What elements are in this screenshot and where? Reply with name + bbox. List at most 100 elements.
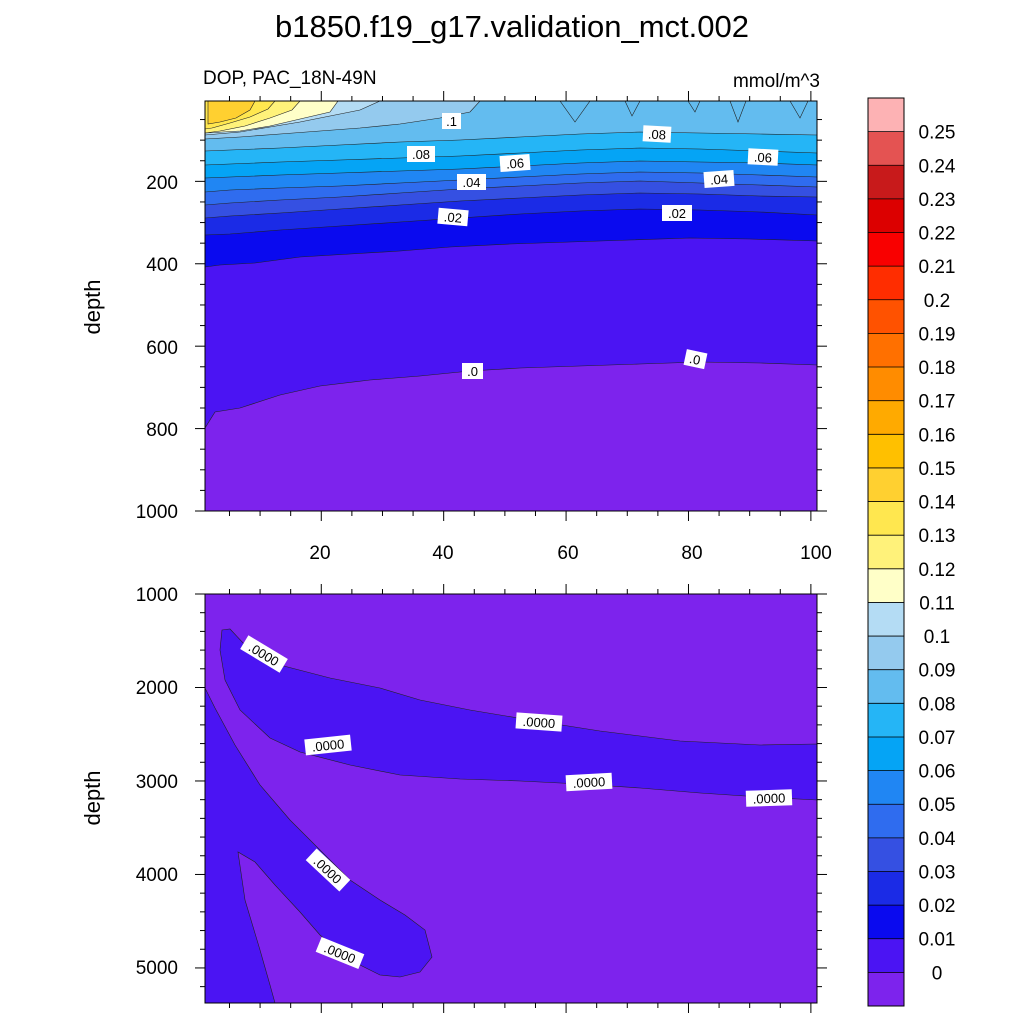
colorbar-label: 0.23 [919, 190, 956, 211]
colorbar-label: 0.16 [919, 425, 956, 446]
colorbar-swatch [868, 367, 904, 401]
contour-label-box [437, 207, 469, 227]
x-tick-label: 60 [557, 543, 578, 564]
contour-label-box [515, 712, 563, 732]
colorbar-swatch [868, 871, 904, 906]
top-panel: .1 .08 .08 .06 .06 .04 .04 .02 .02 .0 .0… [80, 91, 832, 564]
x-tick-label: 20 [309, 543, 330, 564]
contour-label: .06 [754, 150, 773, 166]
top-surface-contours [559, 101, 809, 123]
colorbar-label: 0.13 [919, 526, 956, 547]
contour-label: .0 [467, 364, 478, 379]
colorbar-label: 0.11 [919, 593, 955, 614]
contour-label: .06 [505, 155, 524, 171]
colorbar-swatch [868, 165, 904, 200]
colorbar-swatch [868, 669, 904, 704]
colorbar-label: 0 [932, 963, 943, 984]
colorbar-swatch [868, 770, 904, 805]
colorbar-label: 0.17 [919, 392, 956, 413]
colorbar-label: 0.09 [919, 661, 956, 682]
colorbar-swatch [868, 837, 904, 872]
contour-label-box [565, 772, 613, 792]
y-tick-label: 800 [146, 420, 178, 441]
colorbar-swatch [868, 131, 904, 166]
chart-title: b1850.f19_g17.validation_mct.002 [275, 9, 749, 44]
colorbar-swatch [868, 98, 904, 132]
y-axis-label: depth [80, 279, 105, 334]
colorbar-label: 0.07 [919, 728, 956, 749]
colorbar-label: 0.03 [919, 862, 956, 883]
y-tick-label: 200 [146, 173, 178, 194]
left-subtitle: DOP, PAC_18N-49N [203, 68, 377, 89]
top-axis-ticks [195, 91, 827, 521]
y-tick-label: 1000 [136, 502, 178, 523]
bottom-plot-frame [204, 593, 818, 1004]
colorbar-swatch [868, 602, 904, 637]
contour-label-box [745, 789, 793, 807]
y-tick-label: 1000 [136, 585, 178, 606]
colorbar-swatch [868, 266, 904, 301]
contour-label: .1 [446, 114, 457, 129]
contour-label: .08 [412, 147, 430, 162]
contour-label: .04 [462, 175, 480, 190]
colorbar-swatch [868, 434, 904, 469]
contour-label-box [642, 125, 672, 143]
contour-label: .0000 [311, 736, 345, 754]
contour-label-box [662, 205, 692, 221]
contour-label-box [457, 174, 486, 190]
y-tick-label: 400 [146, 255, 178, 276]
contour-label: .0000 [522, 714, 556, 731]
bottom-contour-fill [205, 594, 817, 1003]
contour-label-box [442, 113, 461, 129]
colorbar-label: 0.12 [919, 560, 956, 581]
colorbar-label: 0.05 [919, 795, 956, 816]
y-tick-label: 600 [146, 338, 178, 359]
colorbar-swatch [868, 400, 904, 435]
colorbar-swatch [868, 703, 904, 738]
colorbar-swatch [868, 568, 904, 603]
top-plot-frame [204, 100, 818, 512]
colorbar-swatch [868, 804, 904, 839]
bottom-band-background [205, 594, 817, 1003]
colorbar-swatch [868, 198, 904, 233]
contour-label-box [304, 734, 352, 756]
contour-label-box [499, 153, 531, 173]
contour-label-box [462, 363, 483, 379]
y-tick-label: 3000 [136, 772, 178, 793]
contour-label-box [407, 146, 435, 162]
colorbar-label: 0.19 [919, 324, 956, 345]
colorbar-label: 0.2 [924, 291, 950, 312]
colorbar-swatch [868, 299, 904, 334]
colorbar-swatch [868, 736, 904, 771]
colorbar-label: 0.1 [924, 627, 950, 648]
colorbar-swatch [868, 232, 904, 267]
x-tick-label: 100 [800, 543, 832, 564]
contour-label: .04 [709, 171, 728, 187]
x-tick-label: 80 [681, 543, 702, 564]
contour-label: .0000 [752, 790, 785, 806]
contour-label: .02 [443, 209, 462, 226]
contour-label-box [683, 349, 708, 370]
y-tick-label: 2000 [136, 678, 178, 699]
contour-label-box [315, 936, 365, 970]
bottom-panel: .0000 .0000 .0000 .0000 .0000 .0000 .000… [80, 584, 827, 1013]
contour-label: .0 [688, 351, 702, 368]
top-contour-labels: .1 .08 .08 .06 .06 .04 .04 .02 .02 .0 .0 [407, 113, 779, 379]
colorbar-label: 0.15 [919, 459, 956, 480]
colorbar-swatch [868, 467, 904, 502]
y-tick-label: 4000 [136, 865, 178, 886]
y-axis-label: depth [80, 770, 105, 825]
contour-label: .0000 [572, 774, 605, 791]
colorbar-label: 0.08 [919, 694, 956, 715]
colorbar-swatch [868, 972, 904, 1007]
contour-label-box [703, 169, 735, 189]
colorbar-label: 0.25 [919, 123, 956, 144]
colorbar: 0.25 0.24 0.23 0.22 0.21 0.2 0.19 0.18 0.17 0.16 0… [867, 97, 956, 1007]
colorbar-swatch [868, 333, 904, 368]
contour-label: .02 [668, 206, 686, 221]
contour-label: .08 [648, 127, 667, 143]
colorbar-swatch [868, 905, 904, 940]
bottom-axis-ticks [195, 584, 827, 1013]
colorbar-swatch [868, 501, 904, 536]
